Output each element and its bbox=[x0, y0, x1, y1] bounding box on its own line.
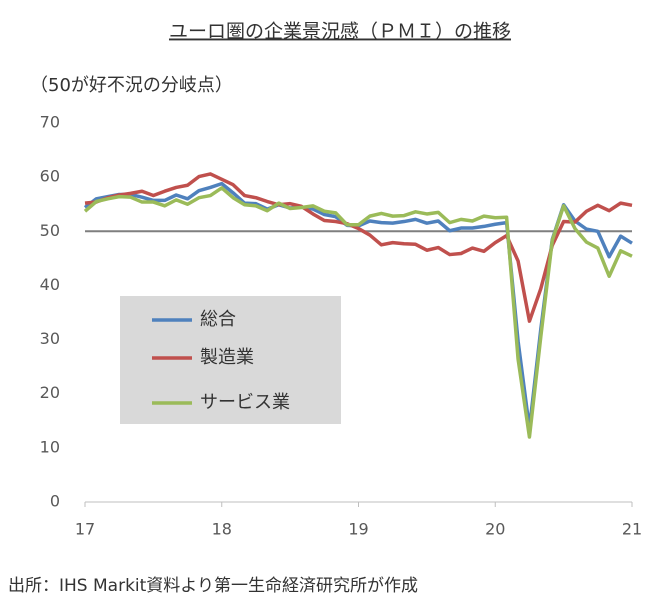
y-tick-label: 40 bbox=[40, 275, 60, 294]
y-tick-label: 60 bbox=[40, 167, 60, 186]
y-tick-label: 50 bbox=[40, 221, 60, 240]
series-line bbox=[83, 186, 633, 439]
y-tick-label: 20 bbox=[40, 383, 60, 402]
legend-label: 製造業 bbox=[200, 347, 254, 368]
legend-label: 総合 bbox=[200, 309, 236, 330]
x-tick-label: 18 bbox=[212, 520, 232, 539]
legend-label: サービス業 bbox=[200, 392, 290, 413]
y-tick-label: 30 bbox=[40, 329, 60, 348]
x-tick-label: 20 bbox=[485, 520, 505, 539]
chart-subtitle: （50が好不況の分岐点） bbox=[30, 75, 233, 96]
chart-title: ユーロ圏の企業景況感（ＰＭＩ）の推移 bbox=[169, 21, 511, 43]
series-line bbox=[84, 172, 633, 323]
source-note: 出所：IHS Markit資料より第一生命経済研究所が作成 bbox=[8, 576, 418, 596]
y-tick-label: 70 bbox=[40, 113, 60, 132]
x-tick-label: 21 bbox=[622, 520, 642, 539]
x-tick-label: 19 bbox=[348, 520, 368, 539]
y-tick-label: 10 bbox=[40, 437, 60, 456]
y-tick-label: 0 bbox=[50, 492, 60, 511]
x-tick-label: 17 bbox=[75, 520, 95, 539]
